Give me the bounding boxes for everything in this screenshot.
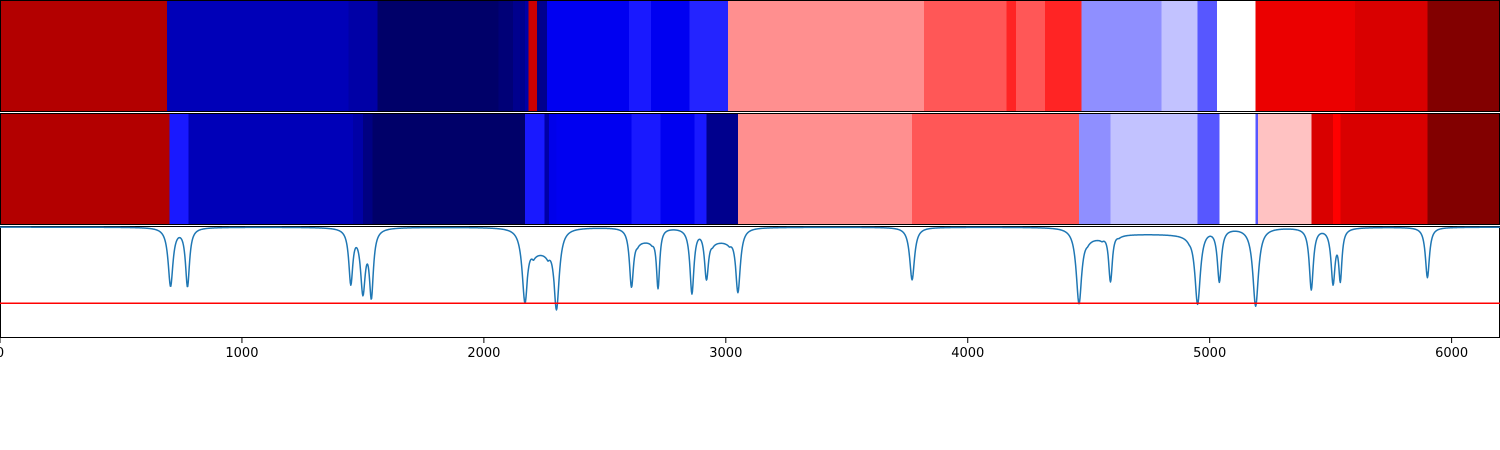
heatmap-cell xyxy=(539,0,548,112)
heatmap-cell xyxy=(924,0,1007,112)
heatmap-cell xyxy=(629,0,652,112)
heatmap-cell xyxy=(631,113,661,225)
heatmap-cell xyxy=(353,113,364,225)
heatmap-cell xyxy=(1110,113,1198,225)
heatmap-cell xyxy=(528,0,538,112)
heatmap-cell xyxy=(372,113,526,225)
heatmap-cell xyxy=(1258,113,1312,225)
heatmap-cell xyxy=(694,113,707,225)
heatmap-cell xyxy=(1079,113,1111,225)
heatmap-cell xyxy=(0,0,168,112)
heatmap-cell xyxy=(650,0,690,112)
heatmap-cell xyxy=(362,113,373,225)
heatmap-rows xyxy=(0,0,1500,225)
heatmap-cell xyxy=(512,0,526,112)
heatmap-cell xyxy=(1255,0,1356,112)
heatmap-cell xyxy=(706,113,739,225)
x-tick-label: 5000 xyxy=(1193,346,1226,361)
heatmap-cell xyxy=(348,0,378,112)
heatmap-cell xyxy=(1333,113,1341,225)
heatmap-cell xyxy=(1427,113,1500,225)
heatmap-cell xyxy=(556,113,632,225)
x-tick-label: 4000 xyxy=(951,346,984,361)
heatmap-cell xyxy=(689,0,729,112)
heatmap-cell xyxy=(1161,0,1198,112)
heatmap-cell xyxy=(737,113,913,225)
x-tick-label: 0 xyxy=(0,346,4,361)
signal-line xyxy=(0,226,1500,311)
heatmap-cell xyxy=(525,0,530,112)
heatmap-cell xyxy=(1216,0,1257,112)
x-tick-label: 2000 xyxy=(467,346,500,361)
heatmap-cell xyxy=(166,0,349,112)
heatmap-cell xyxy=(377,0,499,112)
x-axis: 0 1000 2000 3000 4000 5000 6000 xyxy=(0,338,1468,361)
heatmap-cell xyxy=(549,113,557,225)
heatmap-cell xyxy=(1354,0,1428,112)
x-tick-label: 1000 xyxy=(225,346,258,361)
heatmap-cell xyxy=(169,113,190,225)
heatmap-cell xyxy=(0,113,170,225)
heatmap-cell xyxy=(660,113,695,225)
heatmap-cell xyxy=(912,113,1080,225)
heatmap-cell xyxy=(544,113,550,225)
heatmap-cell xyxy=(1197,113,1220,225)
heatmap-cell xyxy=(498,0,514,112)
heatmap-cell xyxy=(1081,0,1162,112)
signal-frame xyxy=(0,226,1500,338)
heatmap-cell xyxy=(1219,113,1257,225)
x-tick-label: 6000 xyxy=(1435,346,1468,361)
signal-panel xyxy=(0,226,1500,338)
heatmap-cell xyxy=(1016,0,1046,112)
heatmap-cell xyxy=(1006,0,1017,112)
heatmap-cell xyxy=(1045,0,1082,112)
heatmap-cell xyxy=(188,113,354,225)
heatmap-cell xyxy=(525,113,545,225)
heatmap-cell xyxy=(1255,113,1259,225)
heatmap-cell xyxy=(728,0,925,112)
heatmap-cell xyxy=(537,0,540,112)
heatmap-cell xyxy=(546,0,630,112)
heatmap-cell xyxy=(1340,113,1428,225)
heatmap-cell xyxy=(1427,0,1500,112)
heatmap-cell xyxy=(1197,0,1218,112)
x-tick-label: 3000 xyxy=(709,346,742,361)
heatmap-cell xyxy=(1311,113,1334,225)
